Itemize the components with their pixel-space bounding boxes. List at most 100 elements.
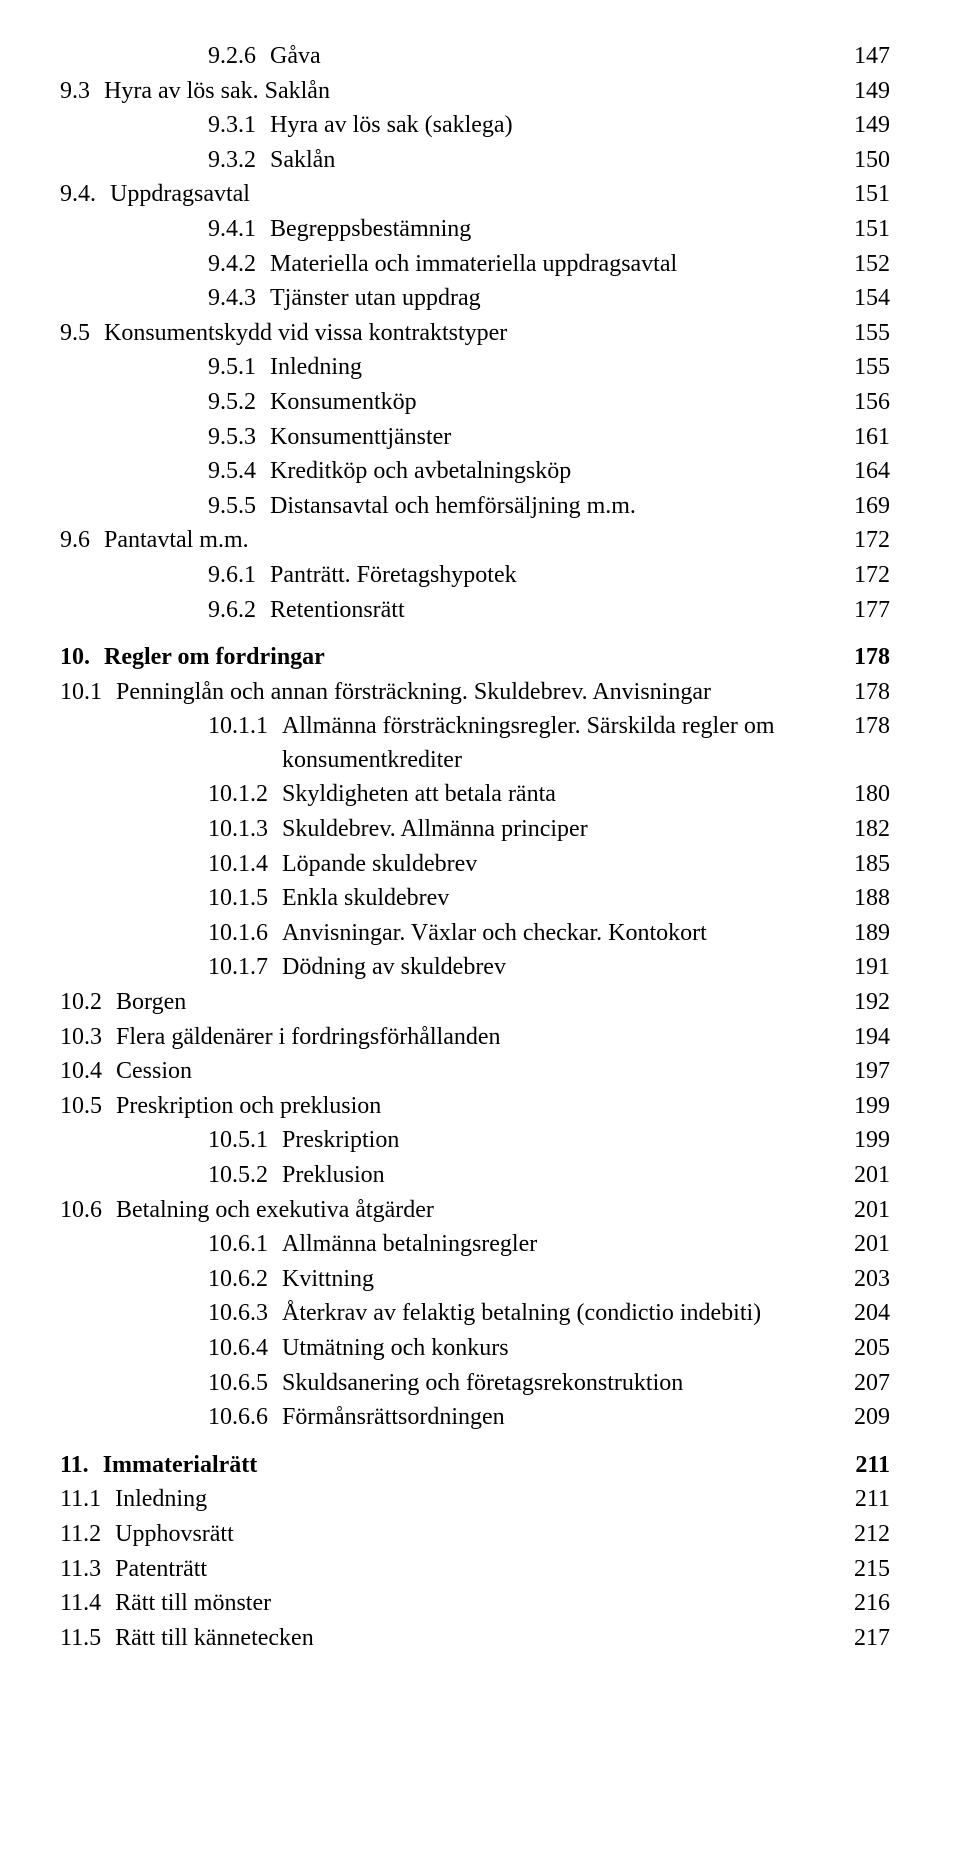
toc-row: 10.6.2Kvittning203	[60, 1263, 890, 1297]
toc-left: 11.Immaterialrätt	[60, 1449, 830, 1483]
toc-title: Materiella och immateriella uppdragsavta…	[270, 248, 830, 282]
toc-left: 9.3.1Hyra av lös sak (saklega)	[60, 109, 830, 143]
toc-title: Återkrav av felaktig betalning (condicti…	[282, 1297, 830, 1331]
toc-row: 10.1.3Skuldebrev. Allmänna principer182	[60, 813, 890, 847]
toc-page-number: 154	[830, 282, 890, 316]
toc-number: 9.4.2	[208, 248, 270, 282]
toc-title: Löpande skuldebrev	[282, 848, 830, 882]
toc-row: 9.5.5Distansavtal och hemförsäljning m.m…	[60, 490, 890, 524]
toc-row: 10.4Cession197	[60, 1055, 890, 1089]
toc-title: Rätt till kännetecken	[115, 1622, 830, 1656]
toc-row: 11.Immaterialrätt211	[60, 1449, 890, 1483]
toc-title: Hyra av lös sak (saklega)	[270, 109, 830, 143]
toc-page-number: 203	[830, 1263, 890, 1297]
toc-page-number: 151	[830, 213, 890, 247]
toc-left: 10.1.6Anvisningar. Växlar och checkar. K…	[60, 917, 830, 951]
toc-title: Utmätning och konkurs	[282, 1332, 830, 1366]
toc-number: 10.1.7	[208, 951, 282, 985]
toc-title: Begreppsbestämning	[270, 213, 830, 247]
toc-title: Pantavtal m.m.	[104, 524, 830, 558]
toc-title: Kreditköp och avbetalningsköp	[270, 455, 830, 489]
toc-page-number: 189	[830, 917, 890, 951]
toc-title: Tjänster utan uppdrag	[270, 282, 830, 316]
toc-left: 10.6.3Återkrav av felaktig betalning (co…	[60, 1297, 830, 1331]
toc-left: 11.1Inledning	[60, 1483, 830, 1517]
toc-left: 10.4Cession	[60, 1055, 830, 1089]
toc-number: 10.6.1	[208, 1228, 282, 1262]
toc-page-number: 172	[830, 559, 890, 593]
toc-number: 9.6.1	[208, 559, 270, 593]
toc-page-number: 164	[830, 455, 890, 489]
toc-number: 10.1.6	[208, 917, 282, 951]
toc-left: 10.2Borgen	[60, 986, 830, 1020]
toc-left: 10.6.4Utmätning och konkurs	[60, 1332, 830, 1366]
toc-title: Uppdragsavtal	[110, 178, 830, 212]
toc-number: 11.3	[60, 1553, 115, 1587]
toc-title: Distansavtal och hemförsäljning m.m.	[270, 490, 830, 524]
toc-page-number: 197	[830, 1055, 890, 1089]
toc-left: 9.5.1Inledning	[60, 351, 830, 385]
toc-left: 9.2.6Gåva	[60, 40, 830, 74]
toc-page-number: 180	[830, 778, 890, 812]
toc-title: Penninglån och annan försträckning. Skul…	[116, 676, 830, 710]
toc-title: Skuldebrev. Allmänna principer	[282, 813, 830, 847]
toc-row: 10.6.4Utmätning och konkurs205	[60, 1332, 890, 1366]
toc-title: Kvittning	[282, 1263, 830, 1297]
toc-row: 10.6.1Allmänna betalningsregler201	[60, 1228, 890, 1262]
toc-title: Cession	[116, 1055, 830, 1089]
toc-left: 9.4.1Begreppsbestämning	[60, 213, 830, 247]
toc-number: 10.1.1	[208, 710, 282, 777]
toc-number: 9.5.2	[208, 386, 270, 420]
toc-page-number: 150	[830, 144, 890, 178]
toc-left: 9.3.2Saklån	[60, 144, 830, 178]
toc-left: 9.5Konsumentskydd vid vissa kontraktstyp…	[60, 317, 830, 351]
toc-row: 10.1.5Enkla skuldebrev188	[60, 882, 890, 916]
toc-page-number: 201	[830, 1194, 890, 1228]
toc-page-number: 191	[830, 951, 890, 985]
toc-number: 10.2	[60, 986, 116, 1020]
toc-row: 10.5Preskription och preklusion199	[60, 1090, 890, 1124]
toc-page-number: 156	[830, 386, 890, 420]
toc-row: 9.5.4Kreditköp och avbetalningsköp164	[60, 455, 890, 489]
toc-title: Anvisningar. Växlar och checkar. Kontoko…	[282, 917, 830, 951]
toc-title: Skuldsanering och företagsrekonstruktion	[282, 1367, 830, 1401]
toc-title: Skyldigheten att betala ränta	[282, 778, 830, 812]
toc-page-number: 201	[830, 1159, 890, 1193]
toc-number: 10.4	[60, 1055, 116, 1089]
toc-row: 10.5.2Preklusion201	[60, 1159, 890, 1193]
toc-title: Hyra av lös sak. Saklån	[104, 75, 830, 109]
toc-page-number: 178	[830, 710, 890, 744]
toc-row: 11.1Inledning211	[60, 1483, 890, 1517]
toc-page-number: 152	[830, 248, 890, 282]
toc-number: 9.6.2	[208, 594, 270, 628]
toc-number: 10.6.3	[208, 1297, 282, 1331]
toc-title: Allmänna försträckningsregler. Särskilda…	[282, 710, 830, 777]
toc-row: 10.1.6Anvisningar. Växlar och checkar. K…	[60, 917, 890, 951]
toc-left: 9.4.3Tjänster utan uppdrag	[60, 282, 830, 316]
toc-left: 10.1.2Skyldigheten att betala ränta	[60, 778, 830, 812]
toc-left: 9.5.4Kreditköp och avbetalningsköp	[60, 455, 830, 489]
toc-page-number: 177	[830, 594, 890, 628]
toc-page-number: 194	[830, 1021, 890, 1055]
toc-page-number: 216	[830, 1587, 890, 1621]
toc-left: 10.1.1Allmänna försträckningsregler. Sär…	[60, 710, 830, 777]
toc-number: 9.4.	[60, 178, 110, 212]
toc-row: 9.3.2Saklån150	[60, 144, 890, 178]
toc-row: 10.2Borgen192	[60, 986, 890, 1020]
toc-row: 9.4.3Tjänster utan uppdrag154	[60, 282, 890, 316]
toc-page: 9.2.6Gåva1479.3Hyra av lös sak. Saklån14…	[0, 0, 960, 1873]
toc-row: 10.6Betalning och exekutiva åtgärder201	[60, 1194, 890, 1228]
toc-number: 10.1	[60, 676, 116, 710]
toc-title: Gåva	[270, 40, 830, 74]
toc-left: 10.1.3Skuldebrev. Allmänna principer	[60, 813, 830, 847]
toc-number: 10.6.6	[208, 1401, 282, 1435]
toc-title: Betalning och exekutiva åtgärder	[116, 1194, 830, 1228]
toc-left: 9.3Hyra av lös sak. Saklån	[60, 75, 830, 109]
toc-row: 10.1.4Löpande skuldebrev185	[60, 848, 890, 882]
toc-left: 10.6.1Allmänna betalningsregler	[60, 1228, 830, 1262]
toc-row: 10.5.1Preskription199	[60, 1124, 890, 1158]
toc-title: Konsumentköp	[270, 386, 830, 420]
toc-row: 9.5.3Konsumenttjänster161	[60, 421, 890, 455]
toc-title: Patenträtt	[115, 1553, 830, 1587]
toc-page-number: 169	[830, 490, 890, 524]
